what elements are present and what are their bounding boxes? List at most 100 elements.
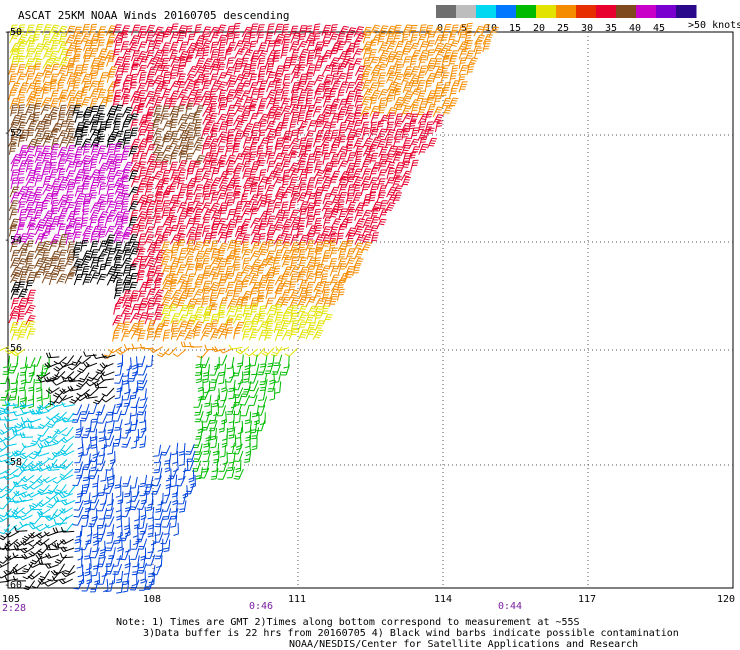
- wind-barb: [64, 34, 76, 45]
- wind-barb: [129, 35, 140, 46]
- wind-barb: [37, 511, 51, 518]
- wind-barb: [210, 167, 220, 180]
- wind-barb: [16, 177, 25, 189]
- wind-barb: [16, 56, 26, 68]
- wind-barb: [241, 208, 252, 219]
- wind-barb: [51, 402, 66, 408]
- wind-barb: [241, 128, 252, 139]
- scale-swatch: [536, 5, 557, 18]
- wind-barb: [164, 459, 171, 473]
- wind-barb: [192, 96, 203, 107]
- wind-barb: [169, 152, 178, 165]
- wind-barb: [482, 40, 491, 53]
- wind-barb: [16, 313, 25, 325]
- wind-barb: [160, 444, 171, 456]
- wind-barb: [226, 239, 237, 251]
- wind-barb: [312, 64, 322, 77]
- wind-barb: [122, 372, 130, 385]
- wind-barb: [33, 80, 42, 93]
- wind-barb: [328, 144, 339, 156]
- wind-barb: [54, 427, 68, 435]
- wind-barb: [50, 144, 60, 156]
- wind-barb: [354, 150, 363, 163]
- wind-barb: [217, 304, 226, 317]
- wind-barb: [58, 33, 68, 45]
- wind-barb: [192, 202, 203, 213]
- wind-barb: [51, 575, 66, 582]
- wind-barb: [80, 155, 91, 166]
- wind-barb: [267, 239, 275, 252]
- wind-barb: [314, 47, 323, 60]
- wind-barb: [441, 97, 452, 109]
- wind-barb: [60, 546, 75, 553]
- wind-barb: [288, 151, 298, 163]
- wind-barb: [114, 279, 123, 292]
- wind-barb: [60, 461, 74, 470]
- wind-barb: [145, 106, 155, 118]
- scale-tick-label: 40: [629, 23, 641, 34]
- wind-barb: [120, 549, 130, 561]
- wind-barb: [251, 404, 259, 418]
- wind-barb: [170, 507, 179, 520]
- wind-barb: [304, 144, 312, 157]
- note-line-3: NOAA/NESDIS/Center for Satellite Applica…: [289, 639, 639, 650]
- wind-barb: [21, 507, 35, 515]
- wind-barb: [40, 113, 52, 125]
- wind-barb: [136, 211, 147, 222]
- wind-barb: [242, 328, 251, 341]
- wind-barb: [173, 458, 179, 473]
- wind-barb: [50, 122, 62, 134]
- wind-barb: [233, 63, 242, 75]
- wind-barb: [202, 152, 213, 164]
- wind-barb: [186, 273, 196, 285]
- wind-barb: [376, 178, 386, 190]
- wind-barb: [226, 57, 235, 70]
- wind-barb: [410, 146, 420, 158]
- wind-barb: [408, 138, 420, 150]
- wind-barb: [97, 573, 107, 585]
- wind-speed-color-scale: 0 5 10 15 20 25 30 35 40 45: [436, 5, 697, 34]
- wind-barb: [321, 177, 332, 188]
- wind-barb: [89, 114, 100, 126]
- wind-barb: [77, 363, 90, 374]
- wind-barb: [152, 40, 163, 52]
- wind-barb: [4, 347, 19, 355]
- wind-barb: [122, 313, 132, 325]
- wind-barb: [224, 255, 233, 268]
- wind-barb: [344, 95, 354, 107]
- wind-barb: [401, 128, 410, 141]
- wind-barb: [147, 66, 157, 78]
- wind-barb: [112, 153, 122, 165]
- wind-barb: [288, 56, 298, 68]
- wind-barb: [377, 33, 386, 46]
- wind-barb: [353, 81, 365, 92]
- wind-barb: [272, 55, 280, 68]
- wind-barb: [274, 216, 285, 228]
- wind-barb: [361, 226, 372, 238]
- wind-barb: [74, 97, 83, 110]
- wind-barb: [354, 218, 366, 229]
- wind-barb: [17, 104, 25, 117]
- wind-barb: [104, 234, 115, 246]
- wind-barb: [243, 370, 251, 383]
- wind-barb: [280, 47, 289, 59]
- wind-barb: [265, 63, 275, 75]
- wind-barb: [370, 162, 381, 173]
- wind-barb: [169, 119, 178, 131]
- wind-barb: [306, 55, 315, 67]
- wind-barb: [176, 239, 186, 252]
- wind-barb: [313, 192, 323, 204]
- wind-barb: [305, 166, 314, 179]
- wind-barb: [306, 248, 316, 260]
- wind-barb: [82, 469, 91, 482]
- wind-barb: [53, 363, 67, 372]
- wind-barb: [112, 121, 121, 133]
- wind-barb: [113, 142, 122, 155]
- wind-barb: [34, 145, 43, 158]
- wind-barb: [225, 95, 234, 108]
- wind-barb: [82, 111, 91, 123]
- scale-swatch: [496, 5, 517, 18]
- wind-barb: [354, 209, 364, 221]
- wind-barb: [154, 467, 163, 480]
- wind-barb: [209, 88, 217, 101]
